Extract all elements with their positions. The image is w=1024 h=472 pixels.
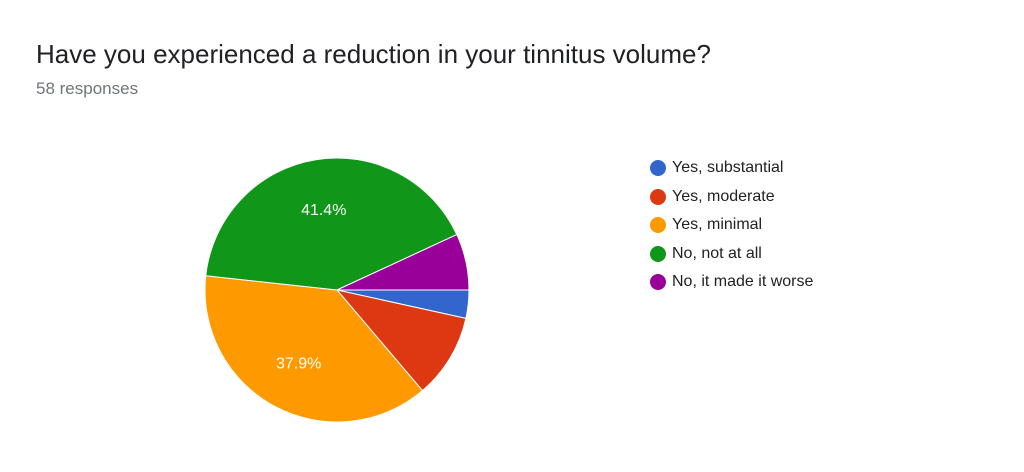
legend-item-4[interactable]: No, it made it worse bbox=[650, 268, 813, 297]
legend-item-3[interactable]: No, not at all bbox=[650, 240, 813, 269]
legend-item-2[interactable]: Yes, minimal bbox=[650, 211, 813, 240]
chart-legend: Yes, substantial Yes, moderate Yes, minima… bbox=[650, 154, 813, 297]
legend-item-1[interactable]: Yes, moderate bbox=[650, 183, 813, 212]
legend-label: Yes, substantial bbox=[672, 159, 784, 177]
legend-swatch-icon bbox=[650, 274, 666, 291]
pie-slice-4[interactable] bbox=[336, 233, 470, 291]
legend-swatch-icon bbox=[650, 245, 666, 262]
slice-label-2: 37.9% bbox=[276, 355, 321, 372]
legend-label: No, not at all bbox=[672, 244, 762, 262]
legend-swatch-icon bbox=[650, 160, 666, 177]
legend-label: No, it made it worse bbox=[672, 273, 814, 291]
response-count: 58 responses bbox=[36, 79, 139, 98]
legend-label: Yes, minimal bbox=[672, 216, 763, 234]
slice-label-3: 41.4% bbox=[301, 202, 346, 219]
legend-swatch-icon bbox=[650, 217, 666, 234]
pie-slice-3[interactable] bbox=[205, 157, 458, 291]
legend-swatch-icon bbox=[650, 188, 666, 205]
legend-item-0[interactable]: Yes, substantial bbox=[650, 154, 813, 183]
pie-slice-1[interactable] bbox=[335, 289, 467, 392]
chart-title: Have you experienced a reduction in your… bbox=[36, 39, 711, 69]
pie-slice-2[interactable] bbox=[204, 275, 424, 423]
legend-label: Yes, moderate bbox=[672, 187, 775, 205]
